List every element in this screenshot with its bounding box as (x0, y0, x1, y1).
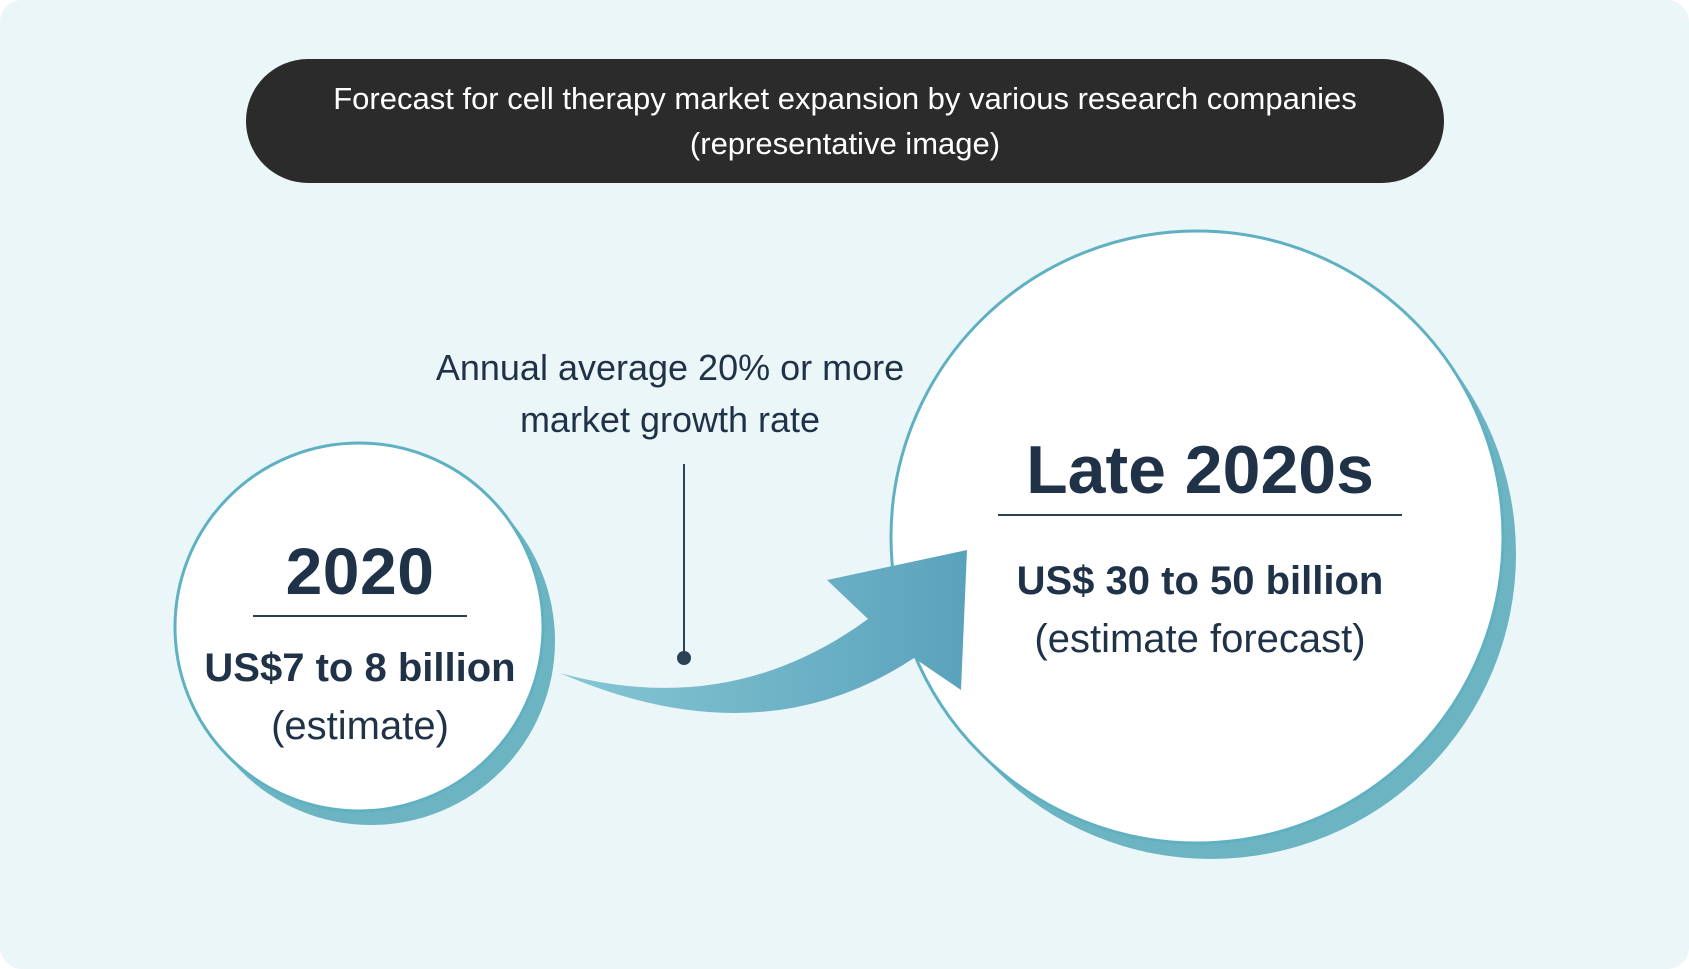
title-line-1: Forecast for cell therapy market expansi… (333, 81, 1357, 116)
current-value: US$7 to 8 billion (204, 646, 516, 690)
forecast-market-block: Late 2020s US$ 30 to 50 billion (estimat… (955, 428, 1445, 668)
current-divider (253, 615, 467, 617)
current-year: 2020 (285, 534, 435, 608)
title-banner: Forecast for cell therapy market expansi… (246, 59, 1444, 183)
growth-label-line-2: market growth rate (519, 399, 821, 440)
growth-rate-label: Annual average 20% or more market growth… (410, 342, 930, 446)
forecast-year: Late 2020s (1026, 432, 1374, 508)
growth-callout-dot (677, 651, 691, 665)
growth-label-line-1: Annual average 20% or more (435, 347, 905, 388)
forecast-value: US$ 30 to 50 billion (1016, 559, 1384, 603)
forecast-circle (889, 229, 1505, 845)
forecast-note: (estimate forecast) (1034, 617, 1366, 661)
current-note: (estimate) (271, 704, 449, 748)
current-market-block: 2020 US$7 to 8 billion (estimate) (175, 533, 545, 755)
title-line-2: (representative image) (689, 126, 1001, 161)
forecast-divider (998, 514, 1402, 516)
current-circle (173, 441, 545, 813)
growth-arrow (560, 550, 967, 714)
